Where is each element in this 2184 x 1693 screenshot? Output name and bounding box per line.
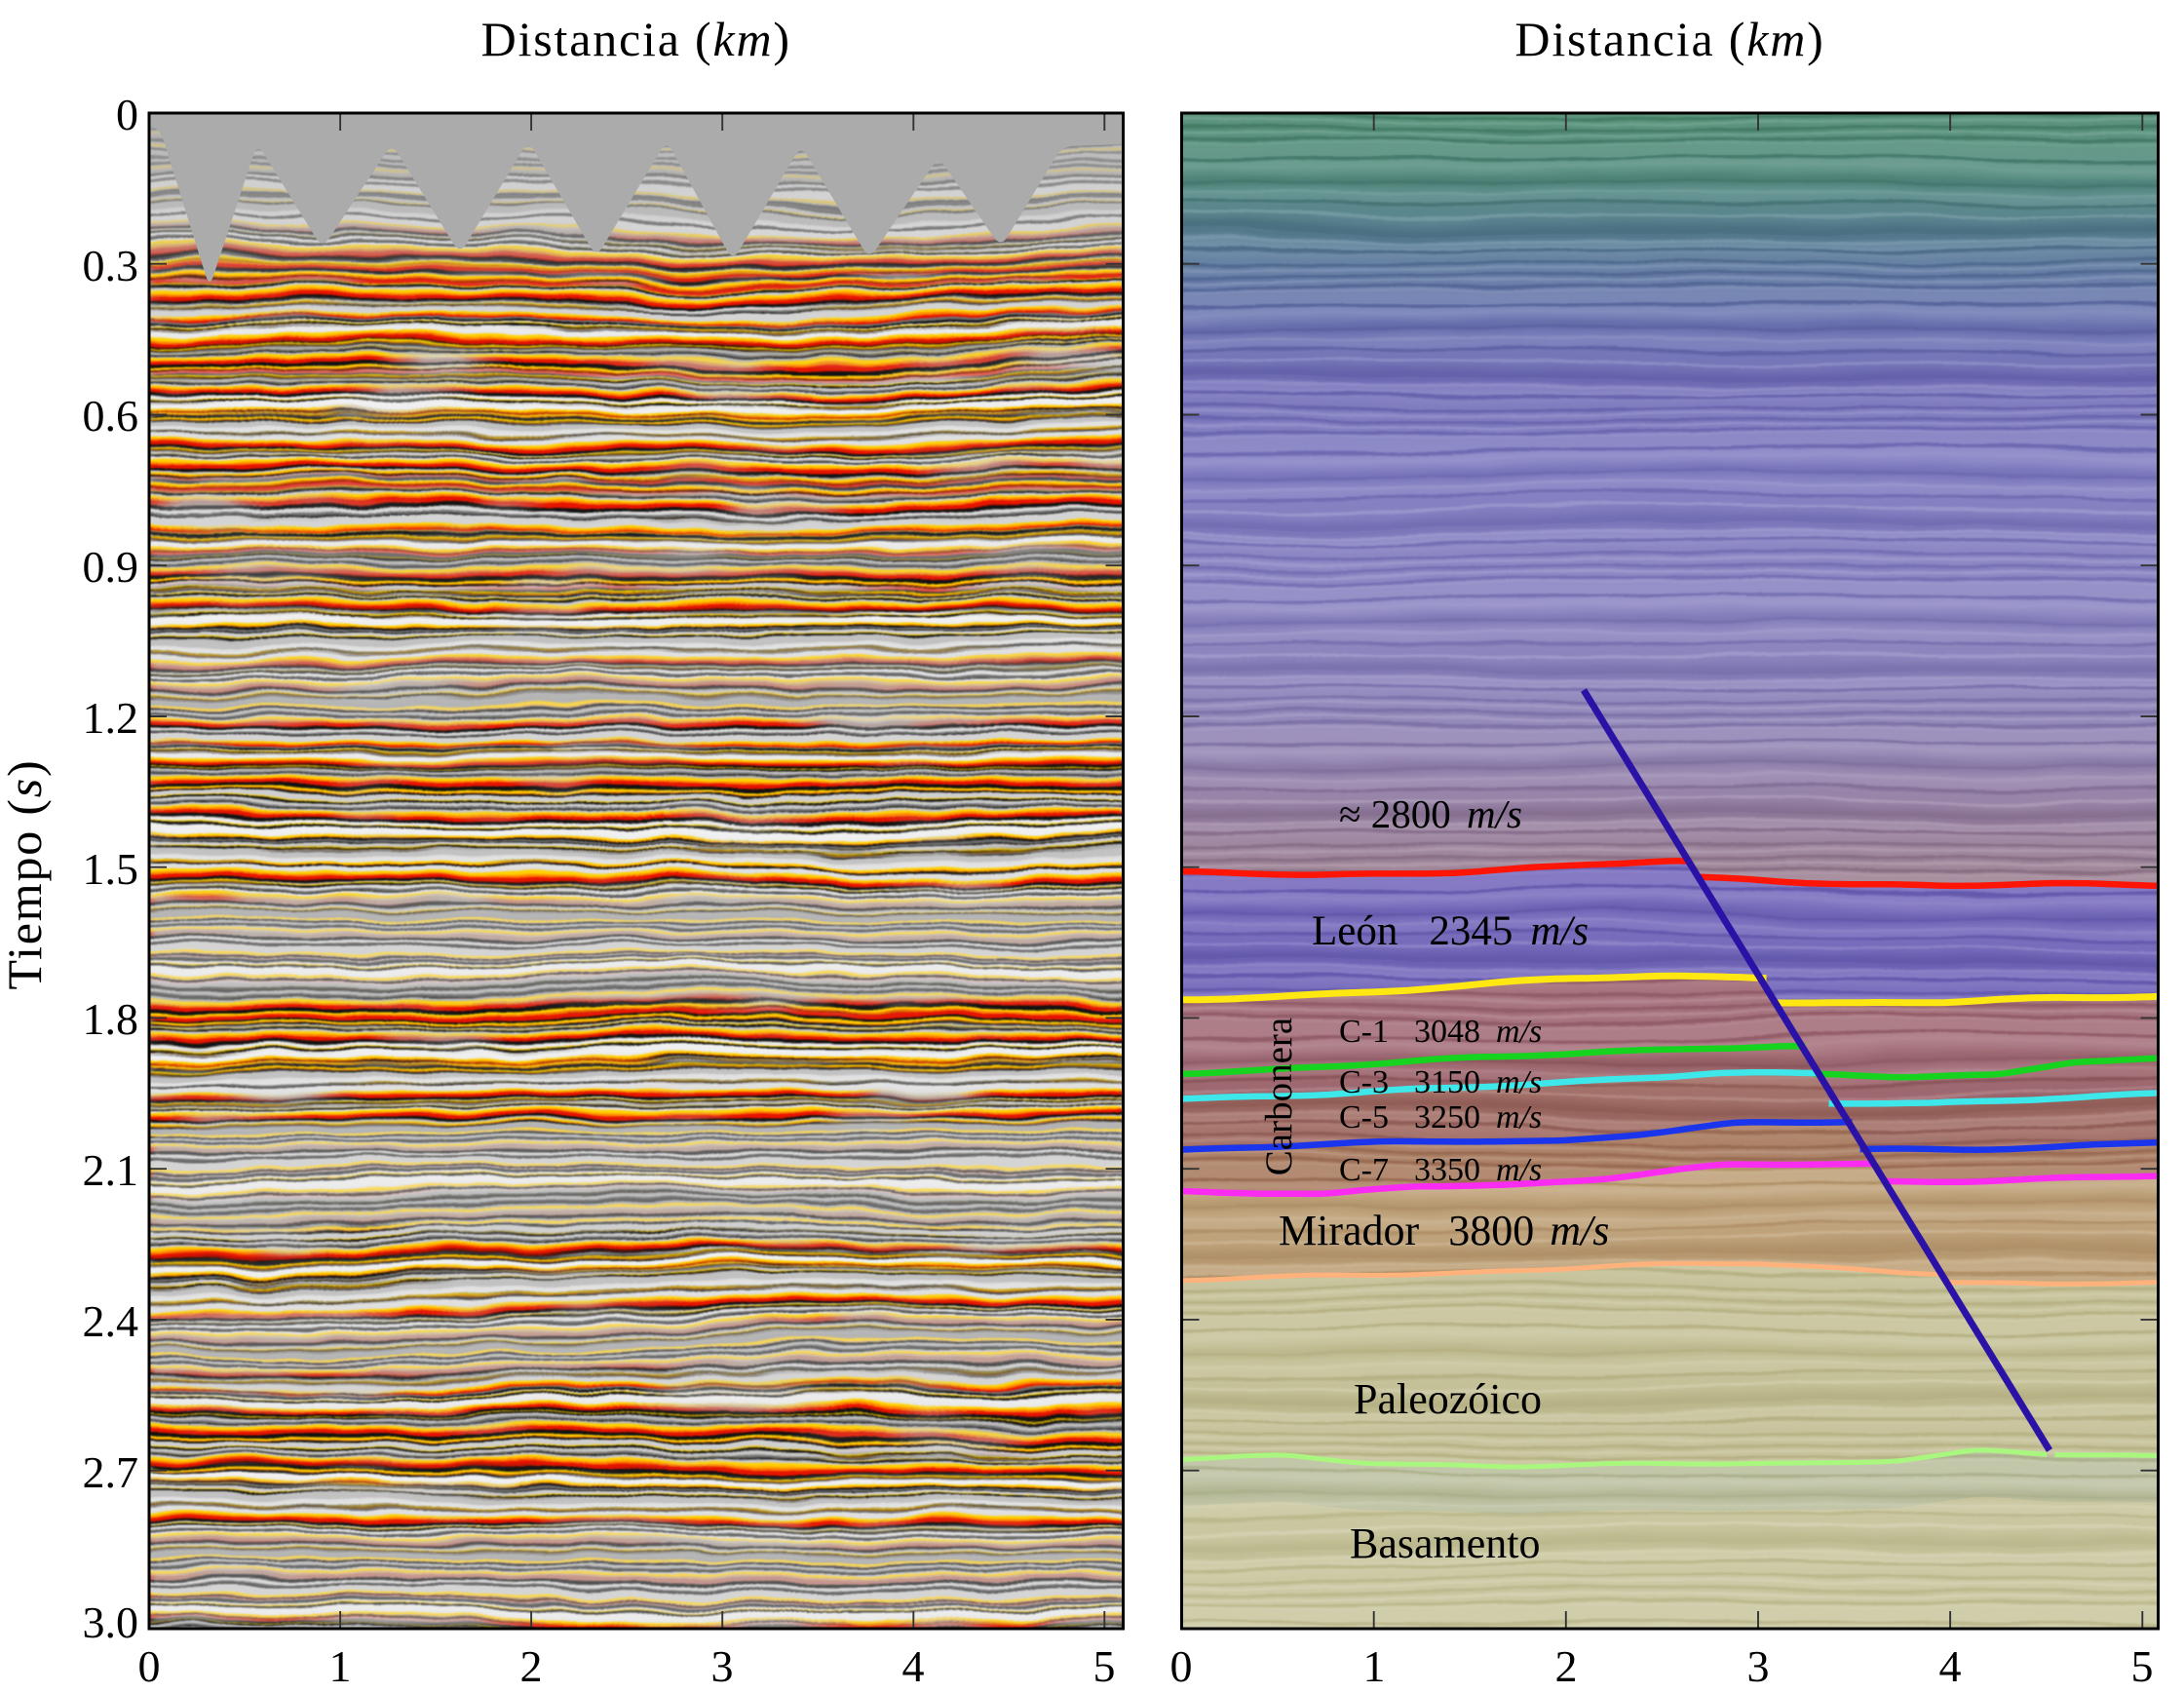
- svg-text:Basamento: Basamento: [1350, 1520, 1541, 1567]
- svg-text:0: 0: [138, 1641, 161, 1691]
- svg-text:2: 2: [520, 1641, 543, 1691]
- svg-text:Tiempo (s): Tiempo (s): [0, 758, 52, 989]
- svg-text:5: 5: [1093, 1641, 1116, 1691]
- svg-text:0: 0: [116, 90, 138, 139]
- svg-text:≈ 2800 m/s: ≈ 2800 m/s: [1339, 791, 1522, 836]
- svg-text:0.3: 0.3: [83, 241, 139, 290]
- svg-text:1: 1: [1363, 1641, 1386, 1691]
- svg-text:1: 1: [329, 1641, 352, 1691]
- svg-text:2.1: 2.1: [83, 1145, 139, 1195]
- svg-text:Distancia (km): Distancia (km): [481, 12, 791, 66]
- svg-text:3.0: 3.0: [83, 1597, 139, 1647]
- svg-text:0: 0: [1170, 1641, 1193, 1691]
- svg-text:Carbonera: Carbonera: [1258, 1018, 1300, 1175]
- svg-text:Distancia (km): Distancia (km): [1514, 12, 1824, 66]
- svg-text:0.6: 0.6: [83, 391, 139, 441]
- svg-text:2.7: 2.7: [83, 1447, 139, 1497]
- svg-text:5: 5: [2131, 1641, 2154, 1691]
- svg-text:1.2: 1.2: [83, 693, 139, 743]
- svg-text:3: 3: [1747, 1641, 1770, 1691]
- svg-text:Paleozóico: Paleozóico: [1354, 1375, 1542, 1423]
- svg-text:1.8: 1.8: [83, 994, 139, 1044]
- svg-text:3: 3: [711, 1641, 734, 1691]
- svg-text:2: 2: [1555, 1641, 1578, 1691]
- svg-text:1.5: 1.5: [83, 844, 139, 894]
- svg-text:2.4: 2.4: [83, 1296, 139, 1346]
- svg-text:0.9: 0.9: [83, 542, 139, 592]
- svg-text:4: 4: [902, 1641, 925, 1691]
- svg-text:4: 4: [1939, 1641, 1962, 1691]
